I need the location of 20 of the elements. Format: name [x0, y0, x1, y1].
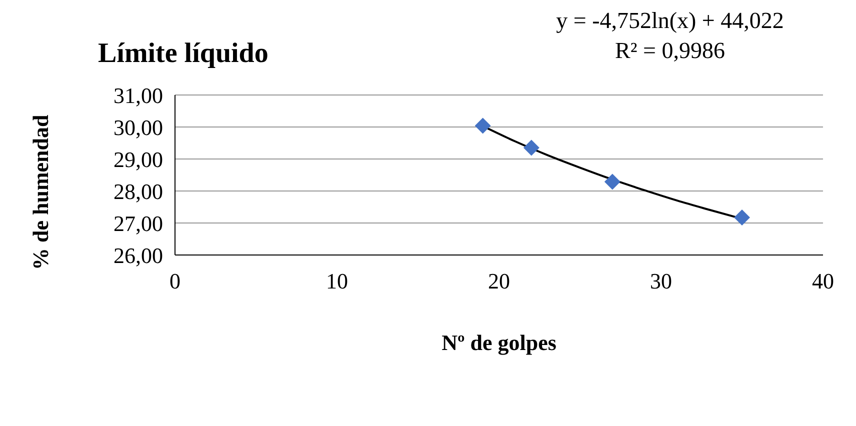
chart-title: Límite líquido	[98, 38, 268, 70]
x-tick-label: 20	[488, 268, 510, 294]
point	[604, 174, 620, 190]
y-tick-label: 30,00	[114, 114, 163, 140]
x-axis-title: Nº de golpes	[442, 330, 557, 355]
y-tick-label: 31,00	[114, 82, 163, 108]
x-tick-label: 40	[812, 268, 834, 294]
x-tick-label: 0	[170, 268, 180, 294]
y-tick-label: 29,00	[114, 146, 163, 172]
y-tick-label: 27,00	[114, 210, 163, 236]
y-tick-label: 26,00	[114, 242, 163, 268]
text: y = -4,752ln(x) + 44,022	[555, 7, 785, 35]
text: R² = 0,9986	[614, 37, 726, 65]
y-tick-label: 28,00	[114, 178, 163, 204]
x-tick-label: 30	[650, 268, 672, 294]
y-axis-title: % de humendad	[28, 114, 53, 270]
point	[474, 118, 491, 134]
point	[523, 140, 540, 156]
x-tick-label: 10	[326, 268, 348, 294]
point	[734, 210, 750, 226]
